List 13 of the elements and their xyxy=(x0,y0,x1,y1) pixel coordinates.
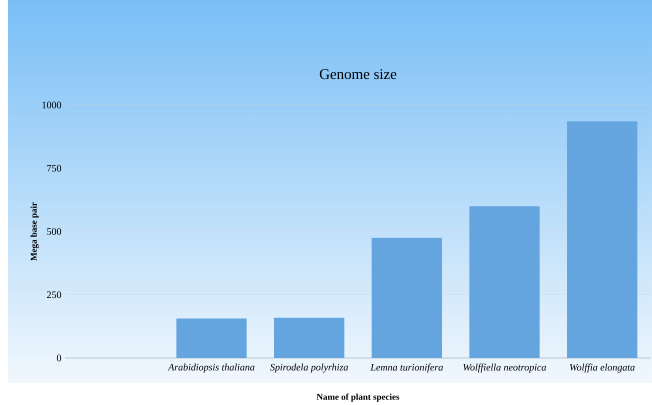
x-tick-label: Wolffia elongata xyxy=(570,363,635,373)
x-tick-label: Spirodela polyrhiza xyxy=(270,363,348,373)
y-tick-label: 1000 xyxy=(42,102,62,108)
y-tick-label: 250 xyxy=(46,291,62,298)
y-tick-label: 500 xyxy=(47,228,62,235)
x-tick-label: Wolffiella neotropica xyxy=(463,363,546,373)
y-tick-label: 0 xyxy=(56,354,62,362)
chart-title: Genome size xyxy=(320,69,396,80)
x-tick-label: Lemna turionifera xyxy=(370,363,443,373)
y-axis-title: Mega base pair xyxy=(30,202,39,261)
y-tick-label: 750 xyxy=(47,164,62,172)
x-axis-title: Name of plant species xyxy=(316,393,400,402)
x-tick-label: Arabidiopsis thaliana xyxy=(168,363,254,373)
